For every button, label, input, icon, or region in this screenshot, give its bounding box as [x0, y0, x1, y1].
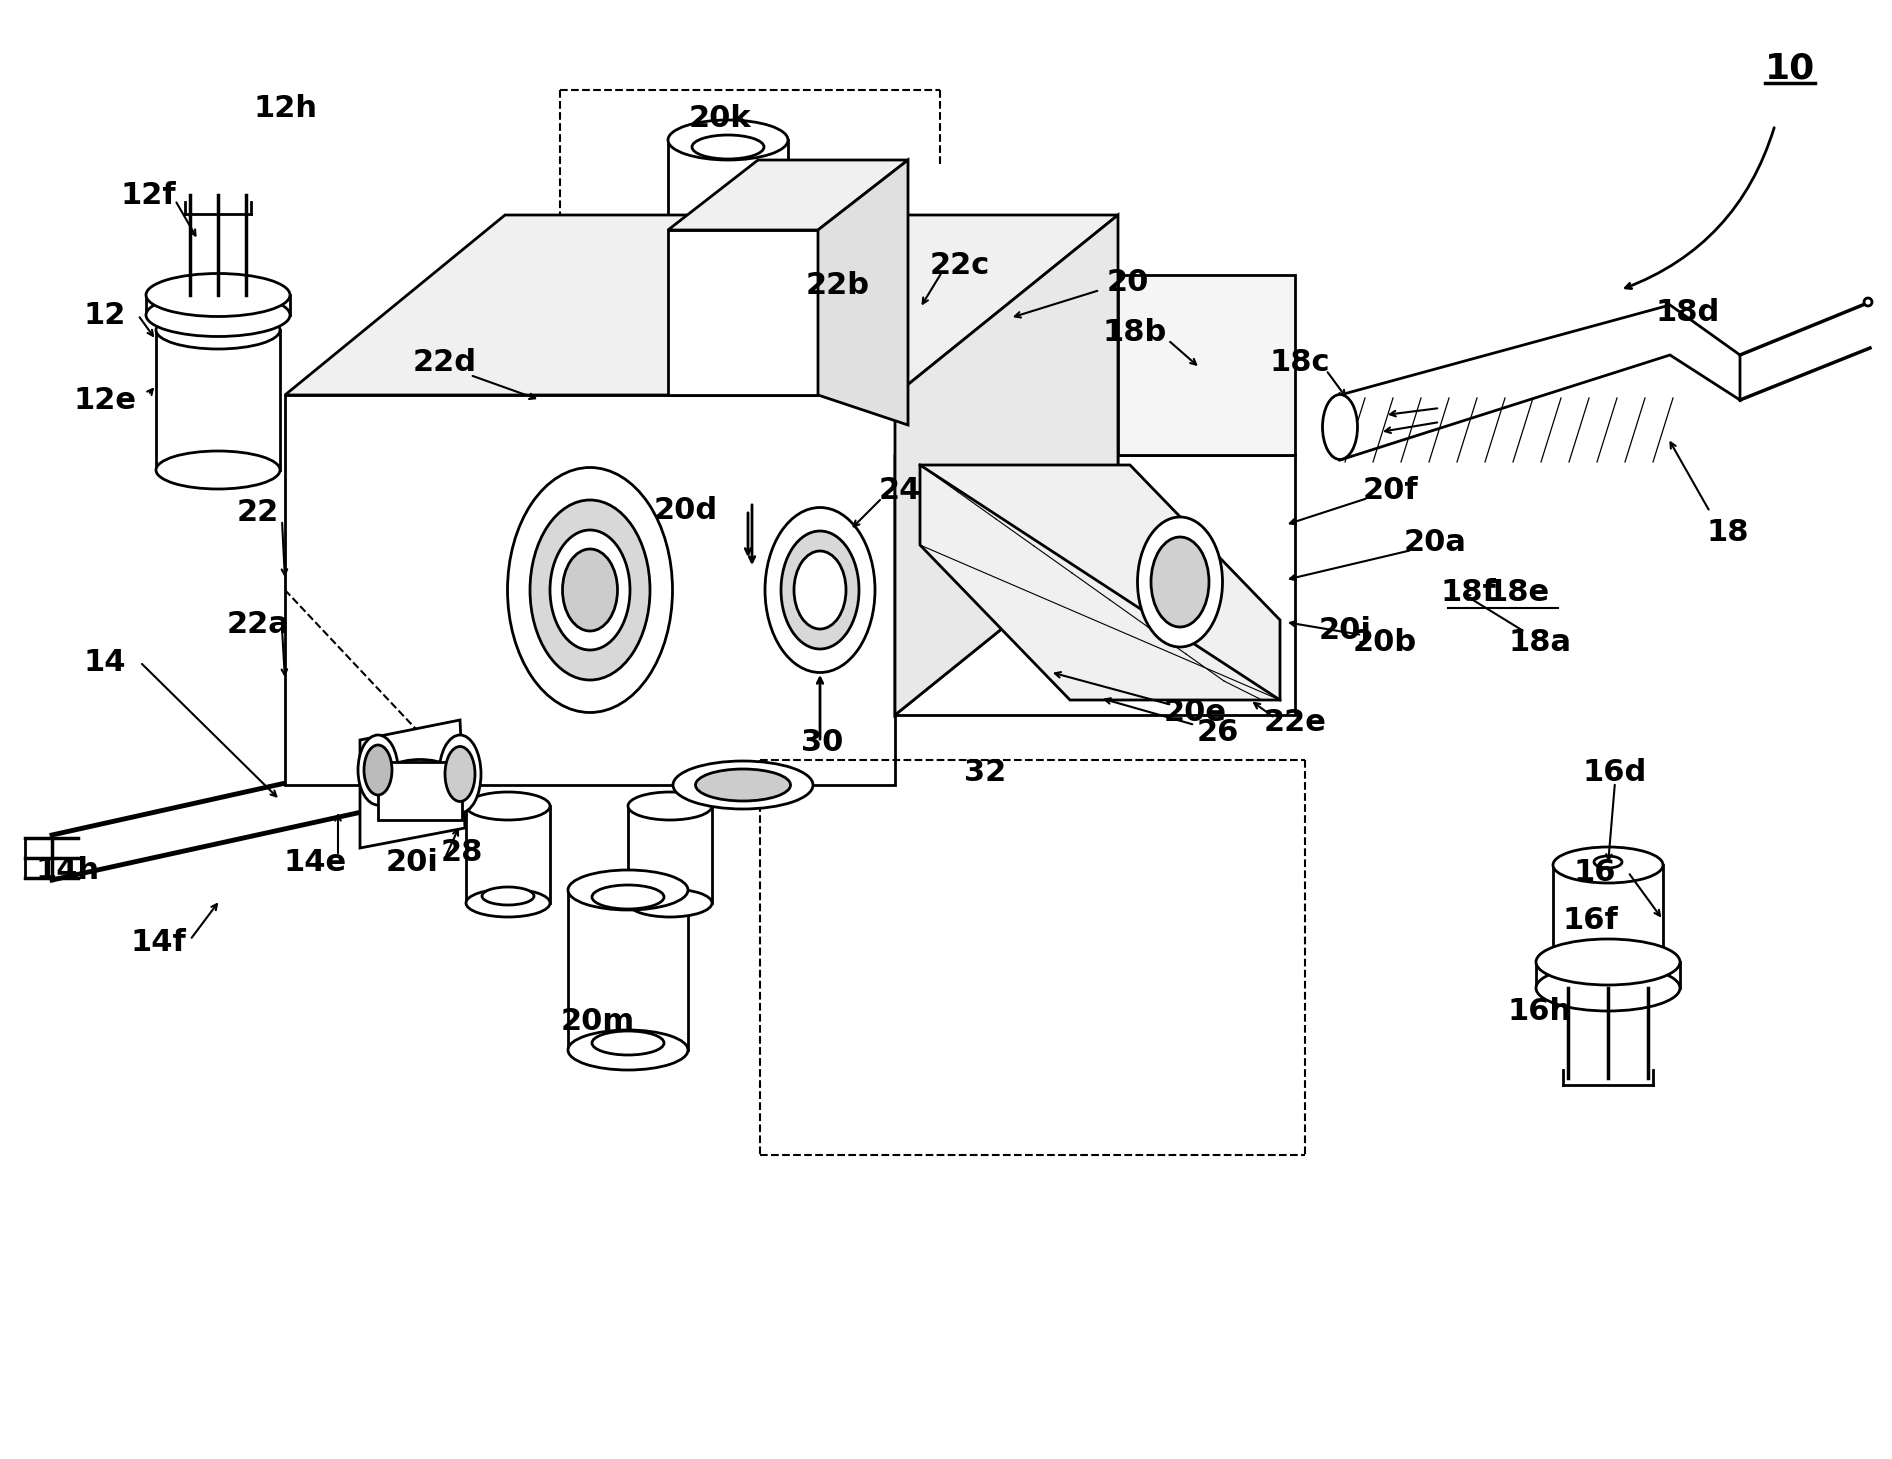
Polygon shape [378, 762, 462, 820]
Ellipse shape [568, 870, 689, 910]
Text: 20j: 20j [1319, 616, 1372, 645]
Text: 12e: 12e [74, 385, 136, 414]
Polygon shape [817, 160, 908, 425]
Polygon shape [668, 231, 817, 395]
Text: 14h: 14h [36, 855, 100, 884]
Text: 22c: 22c [929, 251, 990, 280]
Ellipse shape [507, 467, 672, 712]
Polygon shape [920, 465, 1281, 700]
Ellipse shape [795, 552, 846, 629]
Ellipse shape [692, 251, 764, 274]
Ellipse shape [592, 886, 664, 909]
Ellipse shape [674, 762, 814, 808]
Polygon shape [359, 719, 465, 848]
Text: 14: 14 [83, 648, 127, 677]
Text: 18e: 18e [1487, 578, 1550, 607]
Ellipse shape [781, 531, 859, 649]
Ellipse shape [1864, 298, 1871, 306]
Ellipse shape [668, 120, 787, 160]
Polygon shape [668, 160, 908, 231]
Text: 18d: 18d [1656, 298, 1720, 327]
Ellipse shape [146, 293, 289, 337]
Ellipse shape [465, 889, 551, 918]
Ellipse shape [1150, 537, 1209, 627]
Ellipse shape [1536, 940, 1680, 985]
Ellipse shape [445, 747, 475, 801]
Text: 10: 10 [1765, 51, 1814, 85]
Ellipse shape [562, 549, 617, 630]
Ellipse shape [530, 500, 651, 680]
Ellipse shape [465, 792, 551, 820]
Text: 20i: 20i [386, 848, 439, 877]
Text: 20e: 20e [1164, 697, 1226, 727]
Ellipse shape [482, 887, 534, 905]
Ellipse shape [628, 889, 711, 918]
Text: 24: 24 [878, 476, 921, 505]
Ellipse shape [1553, 957, 1663, 994]
Ellipse shape [378, 760, 462, 804]
Text: 20f: 20f [1362, 476, 1417, 505]
Polygon shape [1340, 305, 1741, 460]
Ellipse shape [358, 735, 397, 805]
Text: 30: 30 [800, 728, 844, 757]
Text: 28: 28 [441, 837, 482, 867]
Ellipse shape [146, 273, 289, 317]
Ellipse shape [363, 746, 392, 795]
Text: 32: 32 [963, 757, 1007, 786]
Ellipse shape [1593, 856, 1621, 868]
Polygon shape [286, 214, 1118, 395]
Ellipse shape [692, 136, 764, 159]
Text: 18b: 18b [1103, 318, 1167, 346]
Text: 22e: 22e [1264, 708, 1326, 737]
Ellipse shape [1137, 516, 1222, 646]
Text: 20b: 20b [1353, 627, 1417, 657]
Text: 12h: 12h [254, 93, 318, 123]
Ellipse shape [628, 792, 711, 820]
Text: 14f: 14f [131, 928, 185, 957]
Ellipse shape [592, 1032, 664, 1055]
Ellipse shape [551, 530, 630, 651]
Text: 18a: 18a [1508, 627, 1572, 657]
Text: 14e: 14e [284, 848, 346, 877]
Text: 20d: 20d [655, 496, 719, 524]
Text: 16h: 16h [1508, 998, 1572, 1027]
Text: 18: 18 [1707, 518, 1750, 547]
Ellipse shape [696, 769, 791, 801]
Text: 20: 20 [1107, 267, 1148, 296]
Text: 12f: 12f [121, 181, 176, 210]
Text: 22b: 22b [806, 270, 870, 299]
Ellipse shape [155, 451, 280, 489]
Text: 20a: 20a [1404, 528, 1466, 556]
Text: 18f: 18f [1440, 578, 1497, 607]
Text: 22a: 22a [227, 610, 289, 639]
Text: 26: 26 [1198, 718, 1239, 747]
Polygon shape [895, 455, 1294, 715]
Text: 22d: 22d [412, 347, 477, 376]
Text: 18c: 18c [1270, 347, 1330, 376]
Ellipse shape [439, 735, 481, 813]
Text: 12: 12 [83, 301, 127, 330]
Ellipse shape [764, 508, 874, 673]
Text: 20k: 20k [689, 104, 751, 133]
Ellipse shape [155, 311, 280, 349]
Ellipse shape [668, 249, 787, 290]
Polygon shape [895, 214, 1118, 715]
Ellipse shape [568, 1030, 689, 1069]
Polygon shape [1118, 274, 1294, 455]
Ellipse shape [1323, 394, 1357, 460]
Ellipse shape [1553, 848, 1663, 883]
Text: 16: 16 [1574, 858, 1616, 887]
Text: 16d: 16d [1584, 757, 1648, 786]
Polygon shape [286, 395, 895, 785]
Text: 16f: 16f [1563, 906, 1618, 935]
Text: 20m: 20m [560, 1008, 636, 1036]
Polygon shape [895, 274, 1118, 715]
Text: 22: 22 [236, 498, 280, 527]
Ellipse shape [1536, 964, 1680, 1011]
